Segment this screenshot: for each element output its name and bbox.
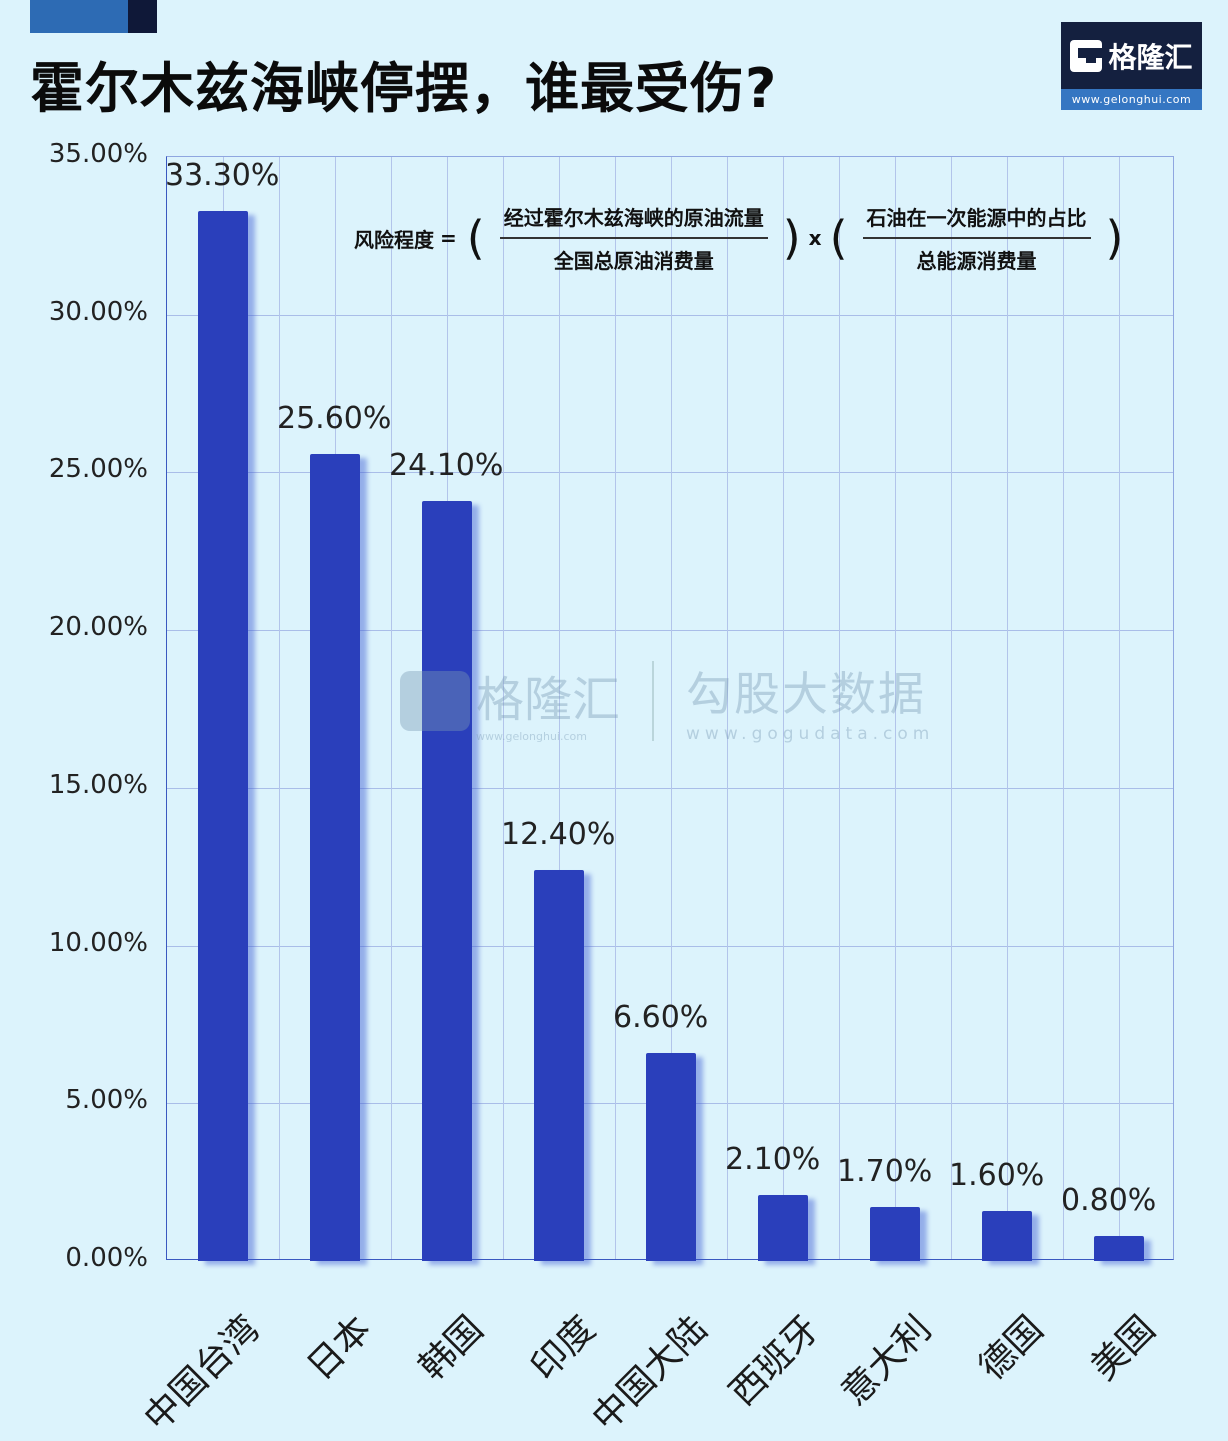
y-tick-label: 30.00% (48, 296, 148, 327)
value-label: 24.10% (389, 447, 504, 483)
h-gridline (167, 787, 1173, 789)
formula-close-paren-2: ) (1105, 211, 1124, 265)
x-tick-label: 印度 (523, 1308, 604, 1389)
bar-韩国 (422, 500, 472, 1261)
x-tick-label: 西班牙 (721, 1308, 828, 1414)
fraction-1-denominator: 全国总原油消费量 (553, 249, 714, 273)
x-tick-label: 中国台湾 (136, 1308, 268, 1440)
v-gridline (559, 157, 560, 1259)
watermark-left-url: www.gelonghui.com (476, 729, 587, 743)
v-gridline (279, 157, 280, 1259)
fraction-2: 石油在一次能源中的占比 总能源消费量 (852, 202, 1102, 274)
bar-中国台湾 (198, 210, 248, 1261)
watermark-right-name: 勾股大数据 (686, 667, 927, 721)
formula-equals: = (440, 226, 457, 250)
x-tick-label: 日本 (299, 1308, 380, 1389)
bar-美国 (1094, 1235, 1144, 1261)
plot-area (166, 156, 1174, 1261)
y-tick-label: 5.00% (65, 1085, 148, 1116)
fraction-1-numerator: 经过霍尔木兹海峡的原油流量 (499, 202, 768, 239)
value-label: 12.40% (501, 816, 616, 852)
y-tick-label: 10.00% (48, 927, 148, 958)
v-gridline (1063, 157, 1064, 1259)
y-tick-label: 25.00% (48, 454, 148, 485)
bar-中国大陆 (646, 1052, 696, 1261)
x-tick-label: 中国大陆 (584, 1308, 716, 1440)
bar-西班牙 (758, 1194, 808, 1261)
v-gridline (727, 157, 728, 1259)
page-title: 霍尔木兹海峡停摆，谁最受伤? (30, 57, 778, 120)
y-tick-label: 20.00% (48, 612, 148, 643)
watermark-left-name: 格隆汇 (476, 671, 621, 728)
v-gridline (951, 157, 952, 1259)
formula-lhs: 风险程度 (354, 227, 434, 252)
v-gridline (839, 157, 840, 1259)
watermark-logo-icon (400, 671, 470, 731)
logo-name: 格隆汇 (1108, 40, 1193, 74)
y-tick-label: 15.00% (48, 769, 148, 800)
x-tick-label: 韩国 (411, 1308, 492, 1389)
v-gridline (895, 157, 896, 1259)
brand-logo: 格隆汇 www.gelonghui.com (1061, 22, 1202, 110)
v-gridline (783, 157, 784, 1259)
value-label: 33.30% (165, 157, 280, 193)
y-tick-label: 35.00% (48, 139, 148, 169)
logo-url: www.gelonghui.com (1061, 89, 1202, 110)
v-gridline (503, 157, 504, 1259)
watermark-right-url: www.gogudata.com (686, 724, 935, 744)
x-tick-label: 德国 (971, 1308, 1052, 1389)
x-tick-label: 美国 (1083, 1308, 1164, 1389)
h-gridline (167, 630, 1173, 632)
bar-意大利 (870, 1207, 920, 1261)
corner-accent-block (30, 0, 128, 33)
value-label: 1.60% (949, 1157, 1045, 1193)
h-gridline (167, 472, 1173, 474)
v-gridline (1119, 157, 1120, 1259)
formula-open-paren: ( (466, 211, 485, 265)
fraction-1: 经过霍尔木兹海峡的原油流量 全国总原油消费量 (489, 202, 779, 274)
formula-times: x (808, 226, 822, 250)
formula-open-paren-2: ( (829, 211, 848, 265)
corner-accent-dark (128, 0, 157, 33)
v-gridline (391, 157, 392, 1259)
g-logo-icon (1070, 39, 1103, 72)
h-gridline (167, 314, 1173, 316)
bar-德国 (982, 1210, 1032, 1261)
v-gridline (671, 157, 672, 1259)
risk-formula: 风险程度 = ( 经过霍尔木兹海峡的原油流量 全国总原油消费量 ) x ( 石油… (354, 202, 1127, 274)
bar-印度 (534, 869, 584, 1261)
bar-日本 (310, 453, 360, 1261)
v-gridline (1007, 157, 1008, 1259)
fraction-2-numerator: 石油在一次能源中的占比 (862, 202, 1091, 239)
h-gridline (167, 945, 1173, 947)
formula-close-paren: ) (782, 211, 801, 265)
value-label: 6.60% (613, 999, 709, 1035)
value-label: 25.60% (277, 400, 392, 436)
watermark: 格隆汇 www.gelonghui.com 勾股大数据 www.gogudata… (400, 658, 934, 744)
value-label: 0.80% (1061, 1182, 1157, 1218)
v-gridline (615, 157, 616, 1259)
y-tick-label: 0.00% (65, 1243, 148, 1273)
x-tick-label: 意大利 (833, 1308, 940, 1414)
value-label: 1.70% (837, 1154, 933, 1190)
value-label: 2.10% (725, 1141, 821, 1177)
watermark-divider (652, 661, 655, 741)
fraction-2-denominator: 总能源消费量 (916, 249, 1037, 273)
